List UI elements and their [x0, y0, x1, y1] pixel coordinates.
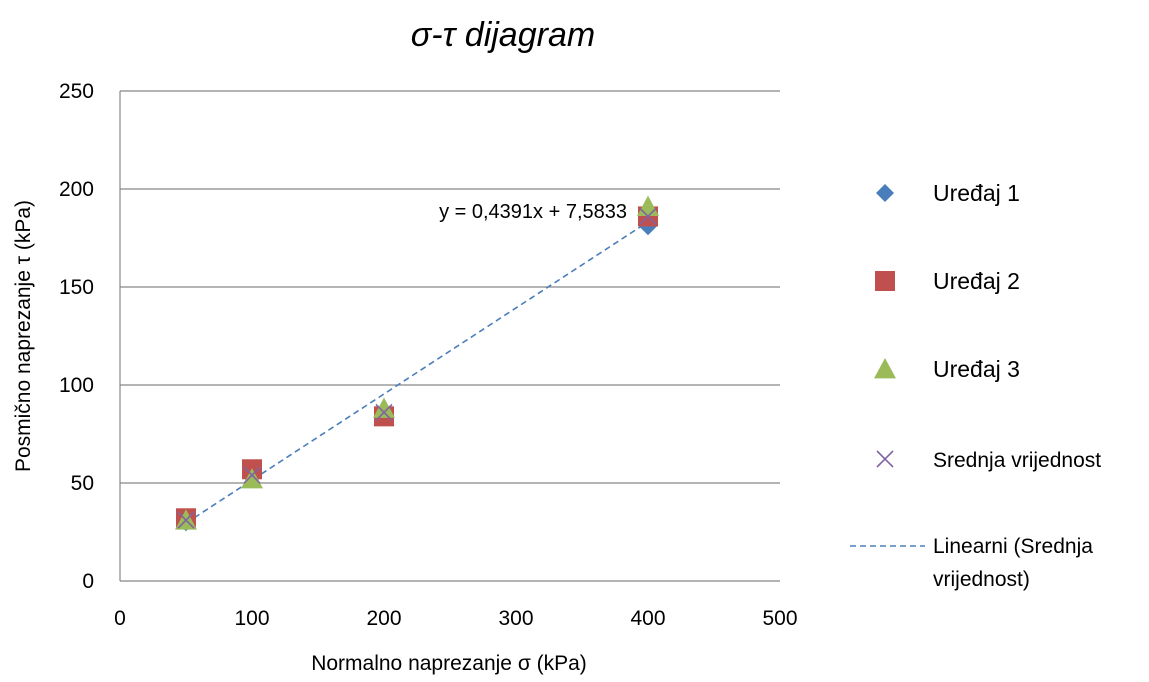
data-point-triangle	[373, 397, 395, 418]
x-stroke	[876, 450, 894, 468]
legend-marker-triangle	[874, 358, 896, 379]
grid-lines	[120, 90, 780, 484]
y-tick-label: 250	[59, 80, 94, 103]
data-point-x	[177, 511, 195, 529]
x-tick-label: 300	[498, 607, 533, 630]
x-tick-label: 400	[630, 607, 665, 630]
y-tick-label: 100	[59, 374, 94, 397]
legend-label: Srednja vrijednost	[933, 449, 1101, 472]
data-point-x	[243, 466, 261, 484]
y-axis-title: Posmično naprezanje τ (kPa)	[12, 200, 35, 472]
legend: Uređaj 1 Uređaj 2 Uređaj 3 Srednja vrijedno…	[850, 180, 1101, 591]
data-point-triangle	[241, 468, 263, 489]
legend-marker-x	[876, 450, 894, 468]
legend-marker-square	[875, 271, 895, 291]
legend-label: Linearni (Srednja	[933, 535, 1093, 558]
x-stroke	[177, 511, 195, 529]
legend-label: vrijednost)	[933, 568, 1030, 591]
axes	[119, 91, 780, 582]
x-stroke	[243, 466, 261, 484]
chart-title: σ-τ dijagram	[411, 16, 595, 54]
legend-label: Uređaj 3	[933, 356, 1020, 382]
trendline	[185, 221, 649, 524]
tick-labels: 0 50 100 150 200 250 0 100 200 300 400 500	[59, 80, 798, 630]
y-tick-label: 50	[71, 472, 94, 495]
y-tick-label: 200	[59, 178, 94, 201]
data-points	[175, 195, 659, 532]
x-tick-label: 500	[762, 607, 797, 630]
y-tick-label: 0	[82, 570, 94, 593]
x-axis-title: Normalno naprezanje σ (kPa)	[311, 652, 587, 675]
x-tick-label: 0	[114, 607, 126, 630]
data-point-x	[639, 207, 657, 226]
legend-label: Uređaj 1	[933, 180, 1020, 206]
legend-marker-diamond	[876, 184, 894, 202]
y-tick-label: 150	[59, 276, 94, 299]
data-point-triangle	[637, 195, 659, 216]
x-tick-label: 200	[366, 607, 401, 630]
x-tick-label: 100	[234, 607, 269, 630]
x-stroke	[375, 403, 393, 422]
legend-label: Uređaj 2	[933, 268, 1020, 294]
x-stroke	[639, 207, 657, 226]
data-point-x	[375, 403, 393, 422]
trendline-equation: y = 0,4391x + 7,5833	[439, 201, 627, 223]
trendline-layer	[185, 221, 649, 524]
